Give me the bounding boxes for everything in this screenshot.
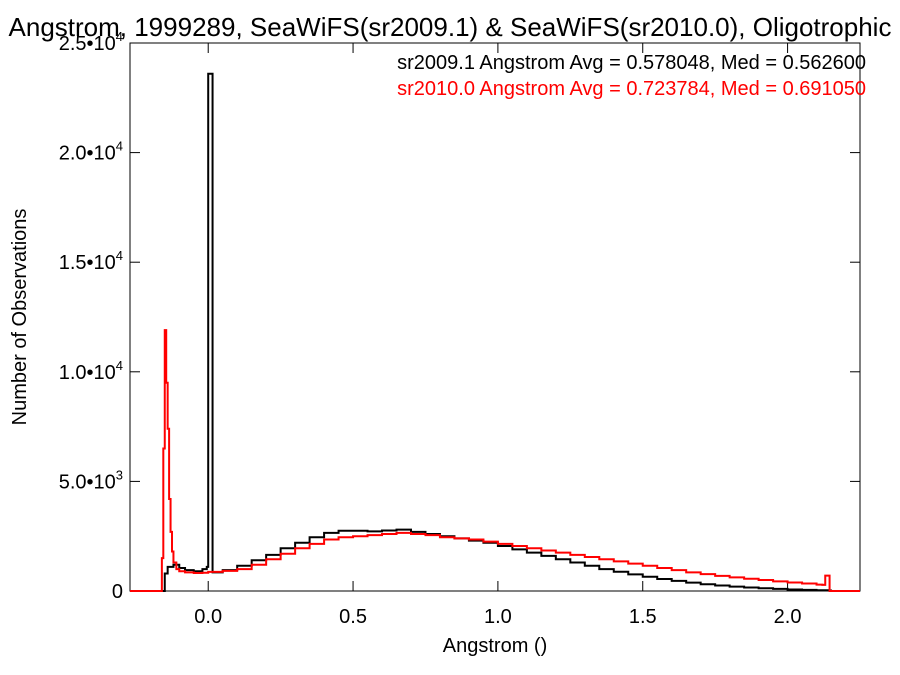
x-axis-tick-labels: 0.0 0.5 1.0 1.5 2.0: [194, 606, 801, 628]
y-axis-tick-labels: 0 5.0•103 1.0•104 1.5•104 2.0•104 2.5•104: [59, 29, 123, 603]
x-tick-label: 1.0: [484, 606, 512, 628]
x-tick-label: 2.0: [774, 606, 802, 628]
x-axis-label: Angstrom (): [443, 635, 547, 657]
y-tick-label: 5.0•103: [59, 467, 123, 493]
x-tick-label: 0.0: [194, 606, 222, 628]
y-tick-label: 0: [112, 581, 123, 603]
x-tick-label: 0.5: [339, 606, 367, 628]
y-axis-label: Number of Observations: [9, 209, 31, 426]
plot-frame: [129, 42, 861, 592]
y-tick-label: 1.0•104: [59, 358, 123, 384]
series-line-sr2010: [130, 329, 860, 592]
legend-entry-sr2010: sr2010.0 Angstrom Avg = 0.723784, Med = …: [397, 78, 866, 100]
chart-title: Angstrom, 1999289, SeaWiFS(sr2009.1) & S…: [9, 12, 892, 42]
x-tick-label: 1.5: [629, 606, 657, 628]
y-tick-label: 1.5•104: [59, 248, 123, 274]
y-tick-label: 2.0•104: [59, 139, 123, 165]
series-layer: [130, 72, 860, 592]
y-tick-label: 2.5•104: [59, 29, 123, 55]
legend-entry-sr2009: sr2009.1 Angstrom Avg = 0.578048, Med = …: [397, 52, 866, 74]
